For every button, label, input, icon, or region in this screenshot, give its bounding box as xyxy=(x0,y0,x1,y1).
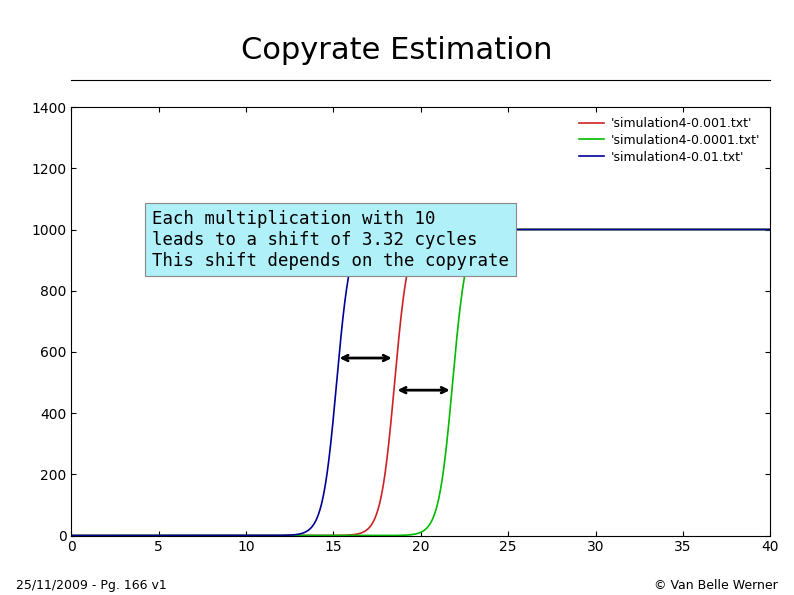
Text: Each multiplication with 10
leads to a shift of 3.32 cycles
This shift depends o: Each multiplication with 10 leads to a s… xyxy=(152,210,509,270)
Text: 25/11/2009 - Pg. 166 v1: 25/11/2009 - Pg. 166 v1 xyxy=(16,579,167,592)
Legend: 'simulation4-0.001.txt', 'simulation4-0.0001.txt', 'simulation4-0.01.txt': 'simulation4-0.001.txt', 'simulation4-0.… xyxy=(576,114,764,167)
'simulation4-0.0001.txt' xyxy=(588,226,598,233)
'simulation4-0.0001.txt' xyxy=(765,226,775,233)
'simulation4-0.0001.txt' xyxy=(194,532,203,539)
'simulation4-0.0001.txt' xyxy=(642,226,651,233)
'simulation4-0.01.txt' xyxy=(588,226,598,233)
'simulation4-0.01.txt' xyxy=(521,226,530,233)
Text: © Van Belle Werner: © Van Belle Werner xyxy=(654,579,778,592)
'simulation4-0.01.txt' xyxy=(642,226,651,233)
'simulation4-0.0001.txt' xyxy=(67,532,76,539)
'simulation4-0.001.txt' xyxy=(521,226,530,233)
Line: 'simulation4-0.001.txt': 'simulation4-0.001.txt' xyxy=(71,230,770,536)
'simulation4-0.0001.txt' xyxy=(704,226,714,233)
'simulation4-0.01.txt' xyxy=(333,359,343,367)
'simulation4-0.0001.txt' xyxy=(486,227,495,234)
'simulation4-0.001.txt' xyxy=(765,226,775,233)
Text: Copyrate Estimation: Copyrate Estimation xyxy=(241,36,553,65)
'simulation4-0.01.txt' xyxy=(765,226,775,233)
'simulation4-0.01.txt' xyxy=(67,532,76,539)
'simulation4-0.01.txt' xyxy=(194,532,203,539)
'simulation4-0.001.txt' xyxy=(588,226,598,233)
'simulation4-0.01.txt' xyxy=(588,226,598,233)
'simulation4-0.001.txt' xyxy=(67,532,76,539)
'simulation4-0.001.txt' xyxy=(646,226,656,233)
'simulation4-0.001.txt' xyxy=(333,532,343,539)
'simulation4-0.01.txt' xyxy=(486,226,495,233)
'simulation4-0.0001.txt' xyxy=(521,226,530,233)
Line: 'simulation4-0.01.txt': 'simulation4-0.01.txt' xyxy=(71,230,770,536)
'simulation4-0.001.txt' xyxy=(486,226,495,233)
'simulation4-0.001.txt' xyxy=(194,532,203,539)
Line: 'simulation4-0.0001.txt': 'simulation4-0.0001.txt' xyxy=(71,230,770,536)
'simulation4-0.0001.txt' xyxy=(333,532,343,539)
'simulation4-0.001.txt' xyxy=(642,226,651,233)
